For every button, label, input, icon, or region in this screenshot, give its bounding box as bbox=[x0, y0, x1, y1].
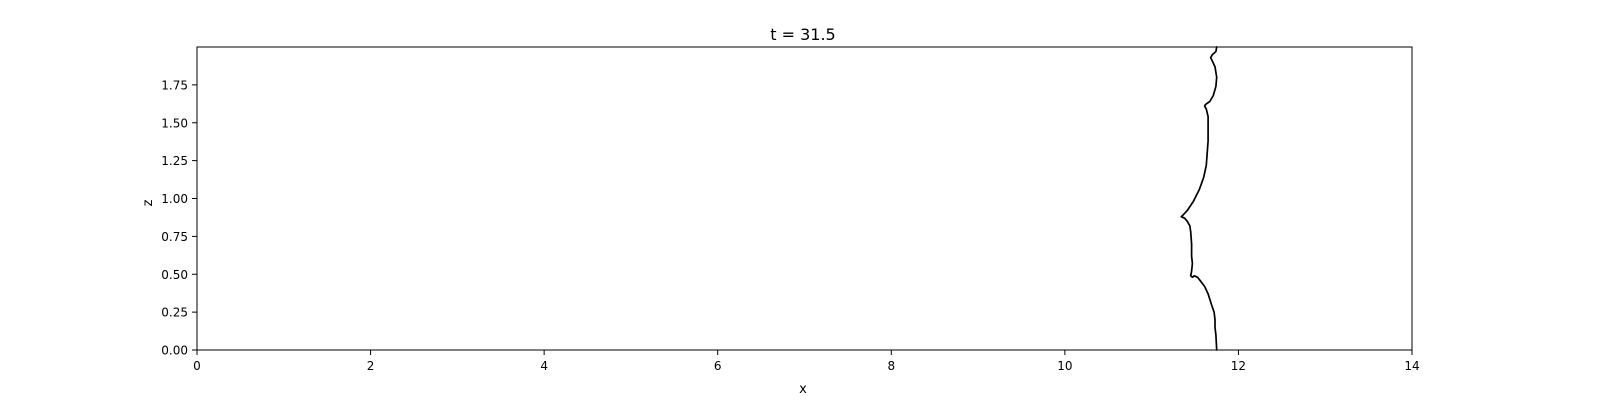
y-axis-label: z bbox=[141, 199, 156, 206]
x-tick-label: 2 bbox=[367, 359, 375, 373]
x-tick-label: 4 bbox=[540, 359, 548, 373]
y-tick-label: 1.50 bbox=[161, 116, 188, 130]
y-tick-label: 0.00 bbox=[161, 344, 188, 358]
x-axis-ticks: 0 2 4 6 8 10 12 14 bbox=[193, 350, 1420, 373]
y-tick-label: 0.50 bbox=[161, 268, 188, 282]
x-tick-label: 14 bbox=[1404, 359, 1419, 373]
x-tick-label: 10 bbox=[1057, 359, 1072, 373]
x-tick-label: 0 bbox=[193, 359, 201, 373]
x-tick-label: 12 bbox=[1231, 359, 1246, 373]
y-tick-label: 1.75 bbox=[161, 78, 188, 92]
y-tick-label: 0.75 bbox=[161, 230, 188, 244]
x-tick-label: 6 bbox=[714, 359, 722, 373]
y-tick-label: 1.25 bbox=[161, 154, 188, 168]
plot-area-frame bbox=[196, 46, 1413, 351]
x-axis-label: x bbox=[799, 382, 807, 397]
y-tick-label: 0.25 bbox=[161, 306, 188, 320]
chart-title: t = 31.5 bbox=[770, 25, 835, 44]
y-axis-ticks: 0.00 0.25 0.50 0.75 1.00 1.25 1.50 1.75 bbox=[161, 78, 197, 358]
series-line bbox=[1180, 46, 1218, 351]
y-tick-label: 1.00 bbox=[161, 192, 188, 206]
x-tick-label: 8 bbox=[887, 359, 895, 373]
